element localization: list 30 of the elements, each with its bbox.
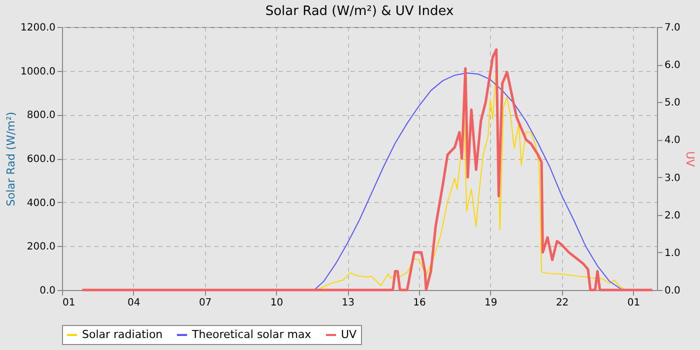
y-tick-label: 1200.0: [20, 22, 56, 34]
y2-tick-label: 0.0: [664, 286, 680, 296]
x-tick-label: 13: [342, 298, 354, 308]
x-tick-label: 07: [198, 298, 212, 308]
legend-label: Solar radiation: [82, 328, 163, 341]
x-tick-label: 19: [484, 298, 498, 308]
x-tick-label: 16: [413, 298, 426, 308]
y2-axis-title: UV: [683, 151, 696, 168]
y2-tick-label: 3.0: [664, 172, 680, 184]
x-tick-label: 01: [627, 298, 640, 308]
legend-label: UV: [341, 328, 358, 341]
y2-tick-label: 1.0: [664, 248, 680, 259]
chart-title: Solar Rad (W/m²) & UV Index: [265, 4, 454, 19]
y2-tick-label: 2.0: [664, 210, 680, 222]
y-tick-label: 400.0: [26, 198, 56, 209]
y-tick-label: 1000.0: [20, 66, 56, 78]
y2-tick-label: 4.0: [664, 135, 680, 146]
y2-tick-label: 6.0: [664, 60, 680, 72]
x-tick-label: 04: [128, 298, 140, 308]
y2-tick-label: 7.0: [664, 22, 680, 34]
y-tick-label: 600.0: [26, 154, 56, 165]
legend-label: Theoretical solar max: [191, 328, 312, 341]
x-tick-label: 22: [556, 298, 569, 308]
y-axis-title: Solar Rad (W/m²): [4, 112, 18, 206]
y2-tick-label: 5.0: [664, 98, 680, 109]
x-tick-label: 01: [62, 298, 76, 308]
x-tick-label: 10: [270, 298, 284, 308]
y-tick-label: 0.0: [40, 286, 56, 296]
y-tick-label: 200.0: [26, 242, 56, 253]
y-tick-label: 800.0: [26, 110, 56, 122]
